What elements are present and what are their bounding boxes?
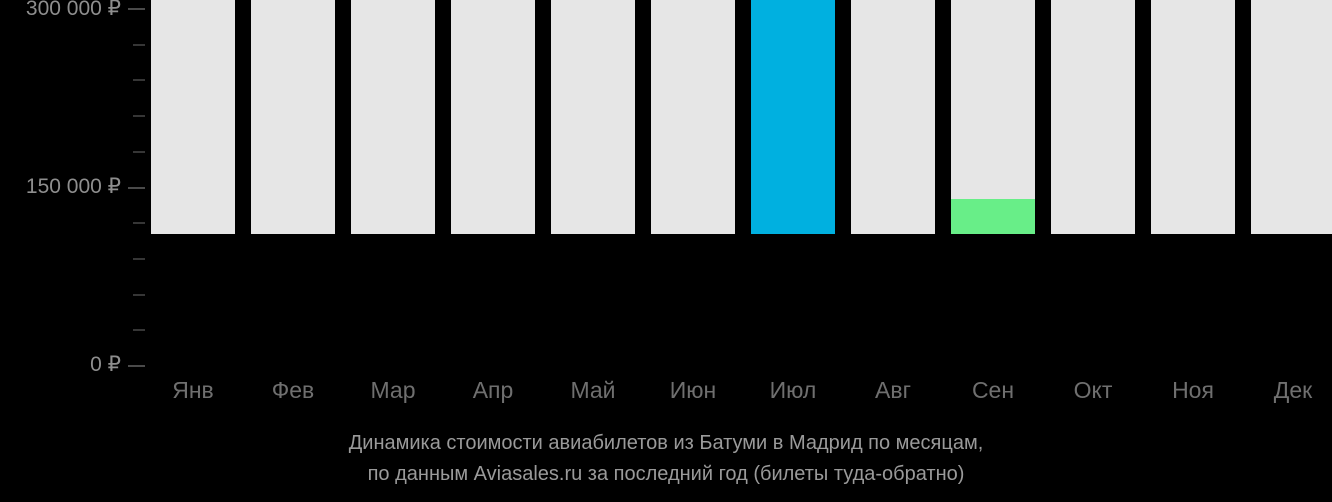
month-column-5[interactable]	[551, 0, 635, 234]
x-axis-label-12: Дек	[1273, 377, 1313, 403]
y-tick-major	[128, 365, 145, 367]
y-axis-label-bottom: 0 ₽	[90, 353, 121, 376]
y-tick-minor	[133, 43, 145, 46]
x-axis-label-5: Май	[570, 377, 616, 403]
y-tick-minor	[133, 257, 145, 260]
x-axis-label-4: Апр	[472, 377, 514, 403]
month-column-12[interactable]	[1251, 0, 1332, 234]
month-column-8[interactable]	[851, 0, 935, 234]
bar-9[interactable]	[951, 199, 1035, 234]
bar-7[interactable]	[751, 0, 835, 234]
y-tick-major	[128, 186, 145, 189]
y-tick-minor	[133, 115, 145, 118]
month-column-4[interactable]	[451, 0, 535, 234]
y-tick-minor	[133, 79, 145, 82]
x-axis-label-3: Мар	[370, 377, 416, 403]
y-axis-label-top: 300 000 ₽	[25, 0, 121, 20]
y-tick-minor	[133, 293, 145, 296]
x-axis-label-6: Июн	[669, 377, 717, 403]
x-axis-label-11: Ноя	[1172, 377, 1214, 403]
y-tick-minor	[133, 222, 145, 225]
y-tick-minor	[133, 150, 145, 153]
x-axis-label-7: Июл	[769, 377, 817, 403]
caption-line-1: Динамика стоимости авиабилетов из Батуми…	[348, 432, 984, 454]
y-tick-minor	[133, 329, 145, 332]
month-column-11[interactable]	[1151, 0, 1235, 234]
x-axis-label-8: Авг	[875, 377, 911, 403]
x-axis-label-10: Окт	[1073, 377, 1113, 403]
month-column-7[interactable]	[751, 0, 835, 234]
caption-line-2: по данным Aviasales.ru за последний год …	[367, 463, 965, 485]
month-column-1[interactable]	[151, 0, 235, 234]
y-axis: 300 000 ₽ 150 000 ₽ 0 ₽	[0, 0, 150, 375]
y-tick-major	[128, 8, 145, 10]
month-column-9[interactable]	[951, 0, 1035, 234]
x-axis-label-9: Сен	[971, 377, 1015, 403]
chart-caption: Динамика стоимости авиабилетов из Батуми…	[0, 428, 1332, 490]
month-column-2[interactable]	[251, 0, 335, 234]
y-axis-label-middle: 150 000 ₽	[25, 175, 121, 198]
month-column-3[interactable]	[351, 0, 435, 234]
x-axis-label-2: Фев	[271, 377, 315, 403]
x-axis-label-1: Янв	[172, 377, 214, 403]
x-axis: Янв Фев Мар Апр Май Июн Июл Авг Сен Окт …	[0, 374, 1332, 414]
month-column-6[interactable]	[651, 0, 735, 234]
month-column-10[interactable]	[1051, 0, 1135, 234]
plot-area	[151, 0, 1332, 234]
